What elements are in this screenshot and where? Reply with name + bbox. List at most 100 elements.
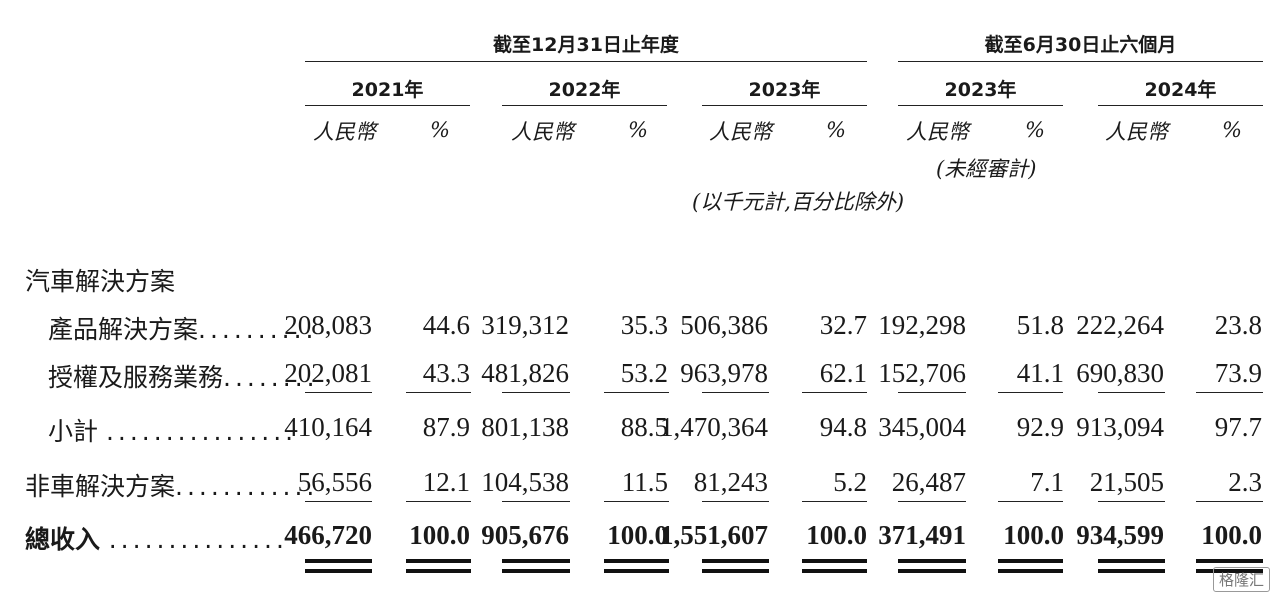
cell-pct: 43.3 (422, 358, 470, 388)
cell-value: 1,551,607 (660, 520, 768, 550)
total-rule (898, 501, 966, 502)
cell-value: 202,081 (284, 358, 372, 388)
cell-pct: 73.9 (1214, 358, 1262, 388)
year-2023-h1: 2023年 (944, 79, 1017, 101)
header-six-months: 截至6月30日止六個月 (984, 34, 1177, 56)
rmb-label: 人民幣 (906, 120, 969, 144)
cell-value: 963,978 (680, 358, 768, 388)
total-rule (1098, 501, 1165, 502)
cell-value: 192,298 (878, 310, 966, 340)
row-label-auto-solutions: 汽車解決方案 (25, 267, 176, 296)
subtotal-rule (406, 392, 471, 393)
pct-label: % (430, 118, 450, 142)
divider-year (502, 105, 667, 106)
cell-pct: 97.7 (1214, 412, 1262, 442)
cell-pct: 100.0 (806, 520, 867, 550)
cell-value: 913,094 (1076, 412, 1164, 442)
total-rule (998, 501, 1063, 502)
total-rule (604, 501, 669, 502)
total-rule (406, 501, 471, 502)
total-rule (1196, 501, 1263, 502)
cell-pct: 11.5 (621, 467, 668, 497)
row-label: 授權及服務業務........ (48, 363, 319, 392)
pct-label: % (628, 118, 648, 142)
header-fiscal-year: 截至12月31日止年度 (493, 34, 679, 56)
cell-pct: 87.9 (422, 412, 470, 442)
cell-value: 104,538 (481, 467, 569, 497)
row-label-total: 總收入 ............... (25, 525, 288, 554)
cell-value: 466,720 (284, 520, 372, 550)
divider-year (702, 105, 867, 106)
cell-value: 934,599 (1076, 520, 1164, 550)
total-rule (305, 501, 372, 502)
double-rule (998, 559, 1063, 573)
year-2024-h1: 2024年 (1144, 79, 1217, 101)
rmb-label: 人民幣 (1105, 120, 1168, 144)
pct-label: % (1025, 118, 1045, 142)
subtotal-rule (898, 392, 966, 393)
cell-value: 690,830 (1076, 358, 1164, 388)
cell-pct: 100.0 (607, 520, 668, 550)
double-rule (502, 559, 570, 573)
double-rule (898, 559, 966, 573)
double-rule (406, 559, 471, 573)
pct-label: % (826, 118, 846, 142)
double-rule (305, 559, 372, 573)
divider-fiscal-year (305, 61, 867, 62)
cell-pct: 5.2 (833, 467, 867, 497)
subtotal-rule (998, 392, 1063, 393)
divider-year (1098, 105, 1263, 106)
cell-pct: 2.3 (1228, 467, 1262, 497)
cell-pct: 100.0 (1003, 520, 1064, 550)
double-rule (802, 559, 867, 573)
cell-value: 481,826 (481, 358, 569, 388)
total-rule (802, 501, 867, 502)
rmb-label: 人民幣 (313, 120, 376, 144)
rmb-label: 人民幣 (709, 120, 772, 144)
cell-pct: 53.2 (620, 358, 668, 388)
double-rule (702, 559, 769, 573)
total-rule (502, 501, 570, 502)
rmb-label: 人民幣 (511, 120, 574, 144)
double-rule (1098, 559, 1165, 573)
subtotal-rule (604, 392, 669, 393)
cell-pct: 92.9 (1016, 412, 1064, 442)
cell-pct: 44.6 (422, 310, 470, 340)
cell-value: 56,556 (297, 467, 372, 497)
divider-year (898, 105, 1063, 106)
cell-value: 26,487 (891, 467, 966, 497)
cell-pct: 100.0 (409, 520, 470, 550)
double-rule (1196, 559, 1263, 573)
cell-value: 222,264 (1076, 310, 1164, 340)
year-2023-fy: 2023年 (748, 79, 821, 101)
total-rule (702, 501, 769, 502)
cell-value: 319,312 (481, 310, 569, 340)
units-note: (以千元計,百分比除外) (692, 190, 905, 214)
row-label: 非車解決方案............ (25, 472, 319, 501)
cell-value: 905,676 (481, 520, 569, 550)
row-label: 產品解決方案.......... (48, 315, 318, 344)
subtotal-rule (502, 392, 570, 393)
cell-value: 345,004 (878, 412, 966, 442)
year-2021: 2021年 (351, 79, 424, 101)
cell-pct: 94.8 (819, 412, 867, 442)
subtotal-rule (305, 392, 372, 393)
divider-year (305, 105, 470, 106)
cell-pct: 23.8 (1214, 310, 1262, 340)
cell-value: 81,243 (693, 467, 768, 497)
cell-pct: 12.1 (422, 467, 470, 497)
cell-pct: 32.7 (819, 310, 867, 340)
double-rule (604, 559, 669, 573)
cell-value: 801,138 (481, 412, 569, 442)
cell-pct: 41.1 (1016, 358, 1064, 388)
divider-six-months (898, 61, 1263, 62)
watermark-logo: 格隆汇 (1212, 567, 1270, 592)
cell-pct: 51.8 (1016, 310, 1064, 340)
subtotal-rule (802, 392, 867, 393)
subtotal-rule (1196, 392, 1263, 393)
row-label: 小計 ................ (48, 417, 298, 446)
cell-value: 506,386 (680, 310, 768, 340)
subtotal-rule (702, 392, 769, 393)
cell-value: 1,470,364 (660, 412, 768, 442)
cell-value: 208,083 (284, 310, 372, 340)
